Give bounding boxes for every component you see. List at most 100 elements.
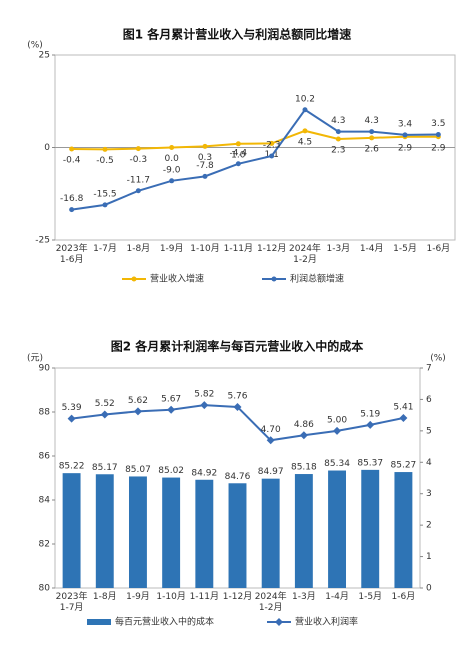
bar bbox=[261, 478, 280, 588]
point bbox=[202, 143, 208, 149]
value-label: 5.39 bbox=[62, 403, 82, 413]
x-tick-label: 2024年 1-2月 bbox=[289, 244, 321, 265]
value-label: 4.3 bbox=[365, 116, 379, 126]
x-tick-label: 1-11月 bbox=[189, 592, 220, 602]
point bbox=[269, 153, 275, 159]
y2-tick-label: 5 bbox=[426, 426, 432, 436]
value-label: 3.5 bbox=[431, 119, 445, 129]
value-label: 5.76 bbox=[227, 391, 247, 401]
value-label: 85.02 bbox=[158, 466, 184, 476]
bar bbox=[228, 483, 247, 588]
value-label: 2.3 bbox=[331, 145, 345, 155]
point bbox=[435, 132, 441, 138]
value-label: -2.3 bbox=[263, 141, 281, 151]
value-label: 0.0 bbox=[165, 154, 180, 164]
x-tick-label: 2023年 1-6月 bbox=[55, 244, 88, 265]
point bbox=[302, 128, 308, 134]
point bbox=[200, 401, 209, 410]
x-tick-label: 1-8月 bbox=[92, 592, 117, 602]
y-tick-label: 86 bbox=[39, 452, 51, 462]
value-label: 4.3 bbox=[331, 116, 345, 126]
bar bbox=[128, 476, 147, 588]
y2-tick-label: 7 bbox=[426, 364, 432, 374]
y-tick-label: 0 bbox=[44, 143, 50, 153]
value-label: 85.37 bbox=[357, 458, 383, 468]
chart-title: 图1 各月累计营业收入与利润总额同比增速 bbox=[123, 27, 352, 42]
x-tick-label: 1-8月 bbox=[126, 244, 151, 254]
x-tick-label: 1-6月 bbox=[391, 592, 416, 602]
x-tick-label: 1-7月 bbox=[93, 244, 117, 254]
value-label: 85.34 bbox=[324, 459, 350, 469]
y2-tick-label: 2 bbox=[426, 521, 432, 531]
point bbox=[135, 188, 141, 194]
y-tick-label: 80 bbox=[39, 584, 51, 594]
value-label: 2.9 bbox=[398, 143, 413, 153]
x-tick-label: 1-11月 bbox=[223, 244, 254, 254]
value-label: -16.8 bbox=[60, 194, 84, 204]
point bbox=[335, 136, 341, 142]
value-label: 5.67 bbox=[161, 394, 181, 404]
bar bbox=[361, 469, 380, 588]
value-label: -9.0 bbox=[163, 165, 181, 175]
value-label: 2.6 bbox=[365, 144, 380, 154]
value-label: 85.07 bbox=[125, 465, 151, 475]
legend-label: 营业收入增速 bbox=[150, 273, 204, 285]
point bbox=[369, 135, 375, 141]
value-label: -11.7 bbox=[127, 175, 150, 185]
point bbox=[369, 129, 375, 135]
value-label: 1.0 bbox=[231, 150, 246, 160]
point bbox=[269, 140, 275, 146]
y2-tick-label: 3 bbox=[426, 489, 432, 499]
point bbox=[235, 161, 241, 167]
value-label: 4.5 bbox=[298, 137, 312, 147]
x-tick-label: 1-4月 bbox=[325, 592, 349, 602]
y2-tick-label: 4 bbox=[426, 458, 432, 468]
value-label: -4.4 bbox=[230, 148, 248, 158]
x-tick-label: 1-3月 bbox=[292, 592, 316, 602]
y-tick-label: 90 bbox=[39, 364, 51, 374]
bar bbox=[328, 470, 347, 588]
y-unit: (%) bbox=[27, 41, 43, 51]
value-label: 3.4 bbox=[398, 119, 413, 129]
y-tick-label: 84 bbox=[39, 496, 51, 506]
y-tick-label: -25 bbox=[35, 236, 50, 246]
point bbox=[135, 146, 141, 152]
value-label: 4.86 bbox=[294, 420, 314, 430]
x-tick-label: 1-9月 bbox=[126, 592, 150, 602]
x-tick-label: 1-12月 bbox=[222, 592, 253, 602]
legend-marker bbox=[131, 276, 137, 282]
value-label: 85.22 bbox=[59, 462, 85, 472]
point bbox=[366, 420, 375, 429]
point bbox=[299, 431, 308, 440]
point bbox=[69, 146, 75, 152]
point bbox=[402, 132, 408, 138]
legend-marker bbox=[275, 618, 283, 626]
point bbox=[69, 207, 75, 213]
x-tick-label: 1-10月 bbox=[190, 244, 220, 254]
legend-label: 利润总额增速 bbox=[290, 273, 344, 285]
x-tick-label: 1-10月 bbox=[156, 592, 186, 602]
y-unit: (元) bbox=[27, 354, 43, 364]
point bbox=[169, 178, 175, 184]
legend-marker bbox=[271, 276, 277, 282]
value-label: 0.3 bbox=[198, 153, 212, 163]
point bbox=[266, 436, 275, 445]
chart-title: 图2 各月累计利润率与每百元营业收入中的成本 bbox=[111, 339, 364, 354]
x-tick-label: 1-9月 bbox=[159, 244, 184, 254]
y2-tick-label: 1 bbox=[426, 552, 432, 562]
point bbox=[133, 407, 142, 416]
x-tick-label: 1-4月 bbox=[359, 244, 384, 254]
point bbox=[302, 107, 308, 113]
legend-label: 营业收入利润率 bbox=[295, 616, 358, 628]
y-tick-label: 25 bbox=[39, 51, 50, 61]
y2-tick-label: 0 bbox=[426, 584, 432, 594]
value-label: -7.8 bbox=[196, 161, 214, 171]
value-label: 84.76 bbox=[225, 472, 251, 482]
point bbox=[235, 141, 241, 147]
bar bbox=[62, 473, 81, 588]
value-label: 85.27 bbox=[391, 461, 417, 471]
point bbox=[102, 146, 108, 152]
value-label: -0.4 bbox=[63, 155, 81, 165]
point bbox=[333, 426, 342, 435]
point bbox=[102, 202, 108, 208]
